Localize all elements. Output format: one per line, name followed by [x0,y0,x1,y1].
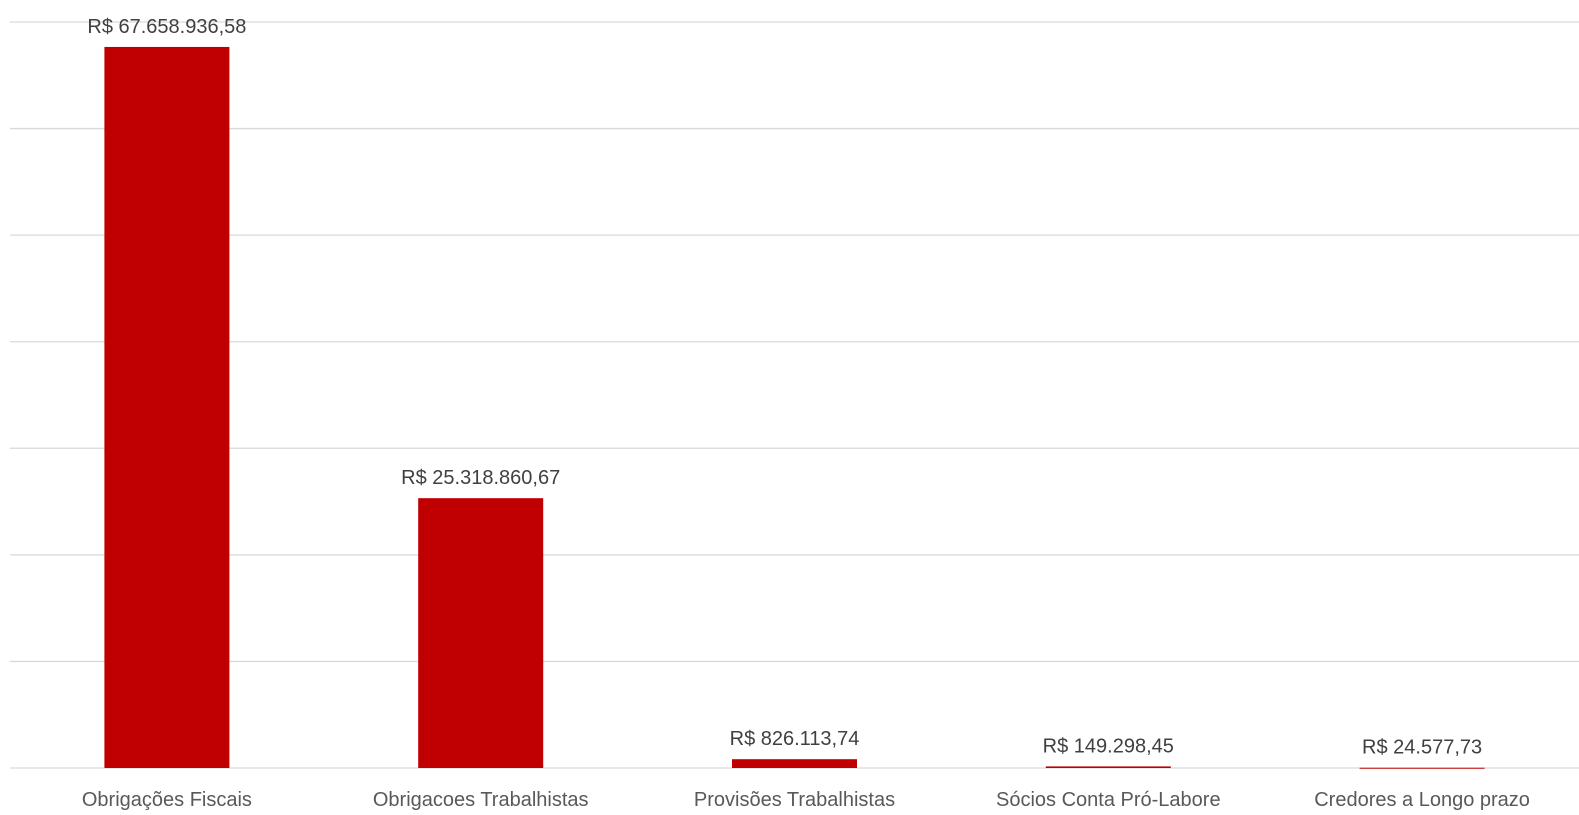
category-labels: Obrigações Fiscais Obrigacoes Trabalhista… [82,789,1530,811]
bar [1359,767,1485,769]
category-label: Sócios Conta Pró-Labore [996,789,1221,811]
data-label: R$ 25.318.860,67 [401,467,560,489]
bar [104,46,230,769]
bars [104,46,1485,769]
data-label: R$ 67.658.936,58 [87,16,246,38]
category-label: Obrigações Fiscais [82,789,252,811]
category-label: Provisões Trabalhistas [694,789,895,811]
category-label: Credores a Longo prazo [1314,789,1530,811]
bar [732,759,857,768]
data-labels: R$ 67.658.936,58 R$ 25.318.860,67 R$ 826.1… [87,16,1482,759]
category-label: Obrigacoes Trabalhistas [373,789,589,811]
gridlines [10,21,1579,769]
data-label: R$ 826.113,74 [730,728,860,750]
data-label: R$ 24.577,73 [1362,737,1482,759]
bar [418,498,544,768]
data-label: R$ 149.298,45 [1043,735,1174,757]
bar [1045,766,1171,768]
